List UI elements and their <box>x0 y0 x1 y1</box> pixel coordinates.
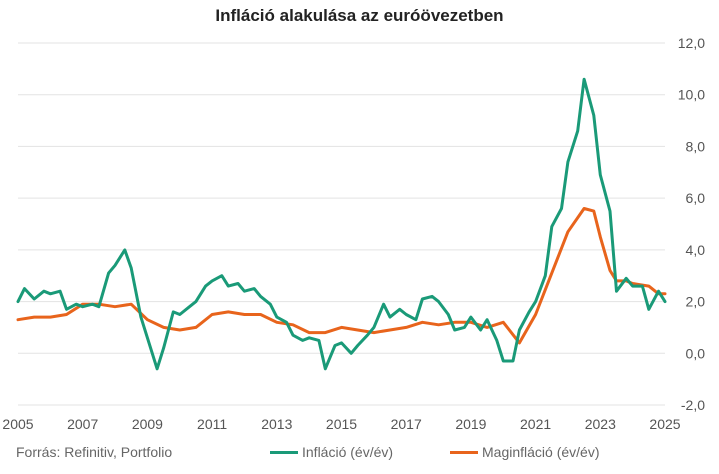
x-tick-label: 2023 <box>585 416 616 432</box>
series-line-1 <box>16 207 667 345</box>
legend-swatch-inflacio <box>270 450 298 454</box>
chart-title: Infláció alakulása az euróövezetben <box>215 6 504 25</box>
x-tick-label: 2025 <box>649 416 680 432</box>
legend-swatch-maginflacio <box>450 450 478 454</box>
x-tick-label: 2021 <box>520 416 551 432</box>
x-tick-label: 2017 <box>391 416 422 432</box>
y-tick-label: 12,0 <box>678 35 705 51</box>
x-axis-ticks: 2005 2007 2009 2011 2013 2015 2017 2019 2021 2023… <box>2 416 680 432</box>
y-tick-label: 4,0 <box>686 242 706 258</box>
legend-label-inflacio: Infláció (év/év) <box>302 444 394 460</box>
series-lines <box>16 77 667 371</box>
legend-label-maginflacio: Maginfláció (év/év) <box>482 444 600 460</box>
x-tick-label: 2011 <box>197 416 227 432</box>
x-tick-label: 2015 <box>326 416 357 432</box>
x-tick-label: 2007 <box>67 416 98 432</box>
series-line-0 <box>16 77 667 371</box>
y-tick-label: 10,0 <box>678 87 705 103</box>
gridlines <box>18 42 665 406</box>
x-tick-label: 2019 <box>455 416 486 432</box>
legend-item-maginflacio: Maginfláció (év/év) <box>450 444 600 460</box>
y-tick-label: -2,0 <box>681 397 705 413</box>
y-tick-label: 0,0 <box>686 345 706 361</box>
source-note: Forrás: Refinitiv, Portfolio <box>16 444 173 460</box>
legend-item-inflacio: Infláció (év/év) <box>270 444 393 460</box>
y-tick-label: 8,0 <box>686 138 706 154</box>
y-tick-label: 2,0 <box>686 294 706 310</box>
x-tick-label: 2009 <box>132 416 163 432</box>
x-tick-label: 2005 <box>2 416 33 432</box>
y-tick-label: 6,0 <box>686 190 706 206</box>
y-axis-ticks: 12,0 10,0 8,0 6,0 4,0 2,0 0,0 -2,0 <box>678 35 705 413</box>
x-tick-label: 2013 <box>261 416 292 432</box>
